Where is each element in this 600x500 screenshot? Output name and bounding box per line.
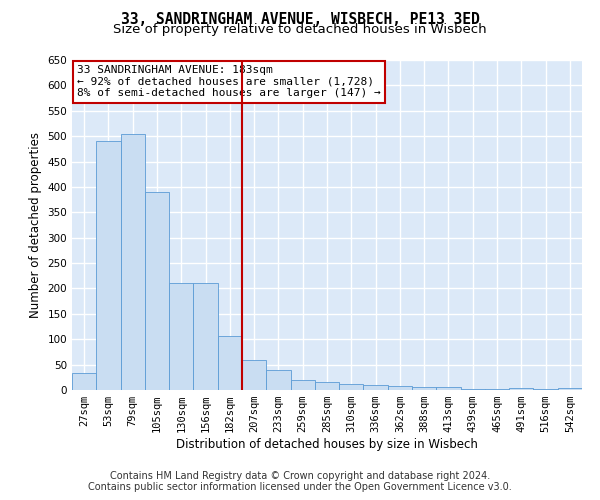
Bar — [364, 385, 388, 390]
Bar — [412, 388, 436, 390]
Y-axis label: Number of detached properties: Number of detached properties — [29, 132, 42, 318]
Bar — [290, 380, 315, 390]
Bar — [72, 373, 96, 390]
Text: Contains HM Land Registry data © Crown copyright and database right 2024.
Contai: Contains HM Land Registry data © Crown c… — [88, 471, 512, 492]
Bar — [436, 388, 461, 390]
Bar — [485, 389, 509, 390]
Bar — [388, 386, 412, 390]
Bar — [339, 384, 364, 390]
Bar — [558, 388, 582, 390]
Bar — [266, 370, 290, 390]
Bar — [533, 389, 558, 390]
Bar — [121, 134, 145, 390]
Bar — [169, 284, 193, 390]
Bar — [509, 388, 533, 390]
Bar — [242, 360, 266, 390]
Text: 33, SANDRINGHAM AVENUE, WISBECH, PE13 3ED: 33, SANDRINGHAM AVENUE, WISBECH, PE13 3E… — [121, 12, 479, 28]
Bar — [193, 284, 218, 390]
Bar — [218, 336, 242, 390]
Bar — [315, 382, 339, 390]
Bar — [96, 141, 121, 390]
X-axis label: Distribution of detached houses by size in Wisbech: Distribution of detached houses by size … — [176, 438, 478, 451]
Text: Size of property relative to detached houses in Wisbech: Size of property relative to detached ho… — [113, 22, 487, 36]
Text: 33 SANDRINGHAM AVENUE: 183sqm
← 92% of detached houses are smaller (1,728)
8% of: 33 SANDRINGHAM AVENUE: 183sqm ← 92% of d… — [77, 65, 381, 98]
Bar — [461, 389, 485, 390]
Bar — [145, 192, 169, 390]
